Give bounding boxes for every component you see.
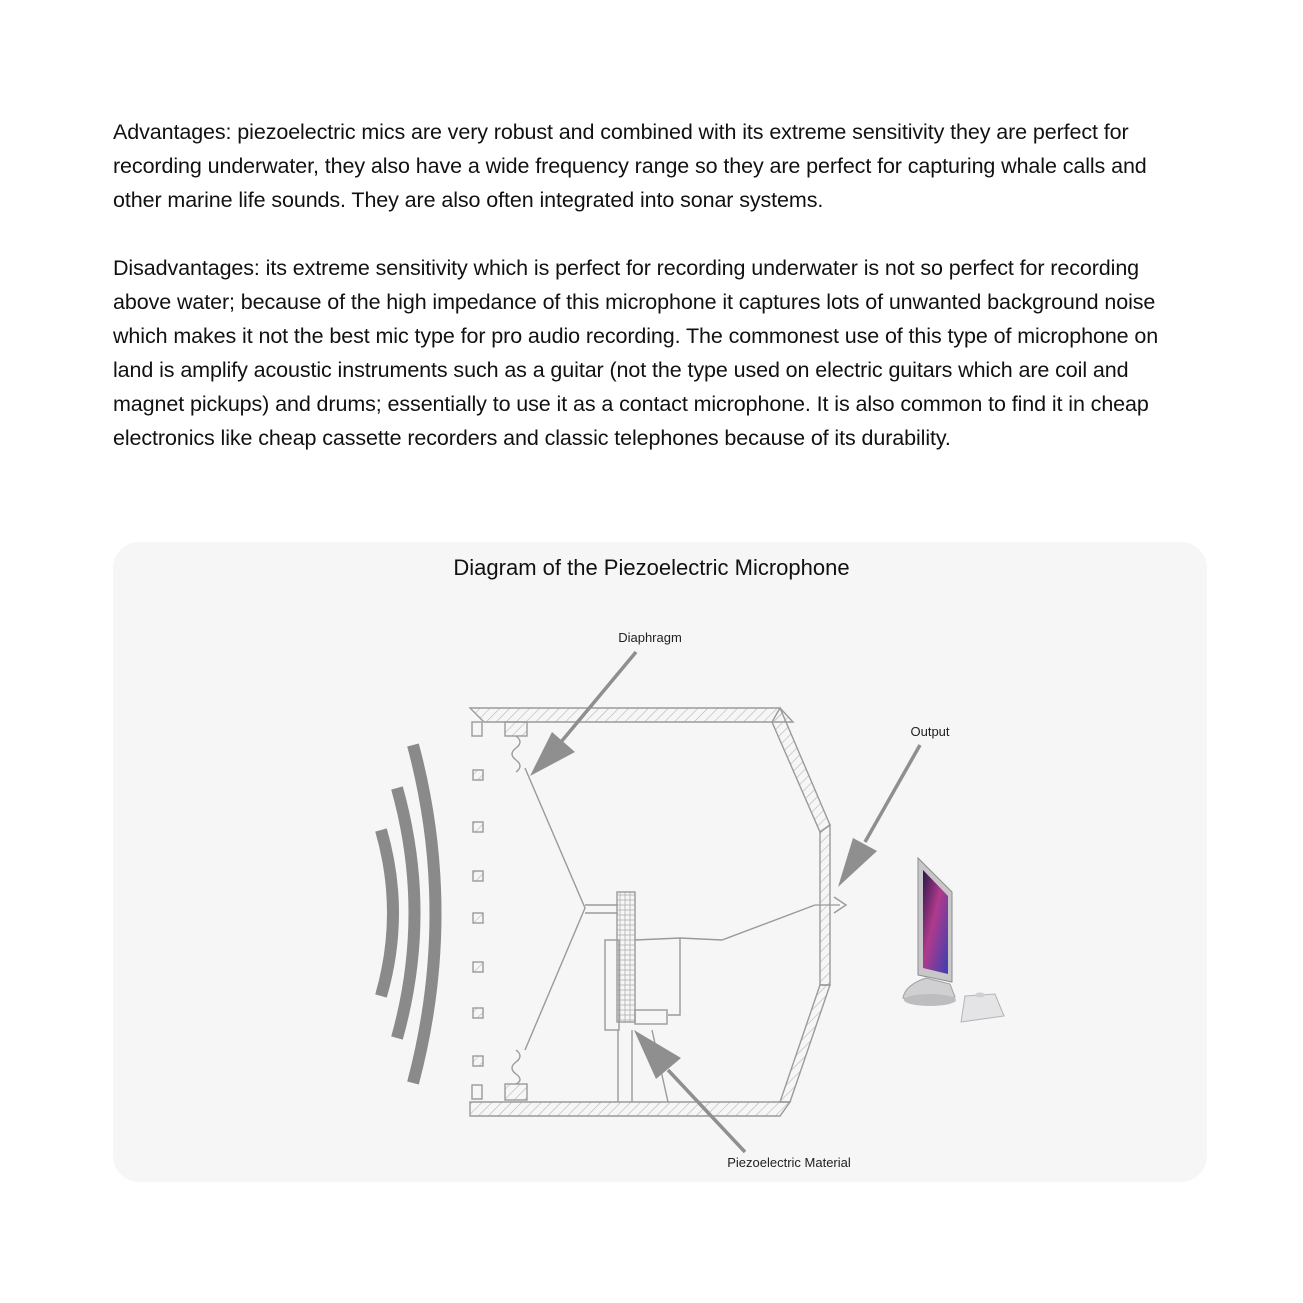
advantages-text: Advantages: piezoelectric mics are very … bbox=[113, 120, 1147, 212]
diaphragm-label: Diaphragm bbox=[618, 630, 682, 645]
output-label: Output bbox=[910, 724, 949, 739]
piezoelectric-material-label: Piezoelectric Material bbox=[727, 1155, 851, 1170]
disadvantages-text: Disadvantages: its extreme sensitivity w… bbox=[113, 256, 1159, 450]
advantages-paragraph: Advantages: piezoelectric mics are very … bbox=[113, 115, 1198, 217]
diagram-title: Diagram of the Piezoelectric Microphone bbox=[453, 555, 850, 580]
sound-wave-icon bbox=[375, 743, 442, 1085]
computer-icon bbox=[902, 856, 956, 1006]
annotation-arrows bbox=[530, 650, 922, 1154]
microphone-housing bbox=[468, 706, 848, 1117]
keyboard-icon bbox=[960, 992, 1005, 1023]
disadvantages-paragraph: Disadvantages: its extreme sensitivity w… bbox=[113, 251, 1198, 455]
